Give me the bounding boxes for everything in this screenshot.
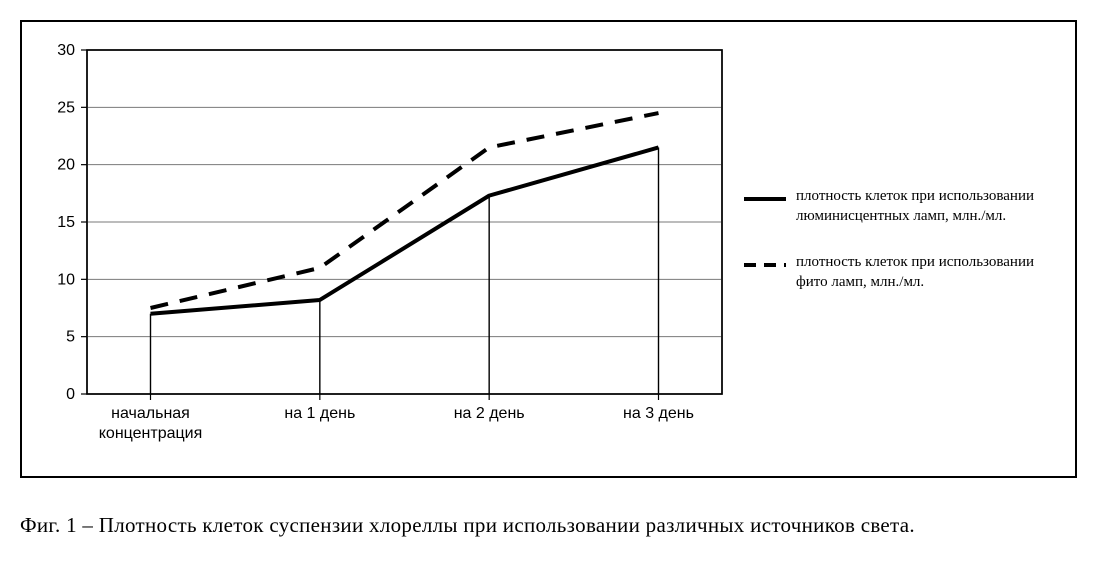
svg-text:начальная: начальная bbox=[111, 405, 190, 422]
svg-text:10: 10 bbox=[57, 271, 75, 288]
legend: плотность клеток при использовании люмин… bbox=[744, 176, 1034, 319]
legend-swatch bbox=[744, 195, 786, 203]
line-chart: 0 5 10 15 20 25 30 начальная концентрация на 1 де… bbox=[32, 32, 732, 462]
svg-text:концентрация: концентрация bbox=[99, 425, 203, 442]
svg-text:на 3 день: на 3 день bbox=[623, 405, 694, 422]
figure: 0 5 10 15 20 25 30 начальная концентрация на 1 де… bbox=[20, 20, 1077, 546]
legend-item: плотность клеток при использовании люмин… bbox=[744, 186, 1034, 227]
legend-label: плотность клеток при использовании фито … bbox=[796, 252, 1034, 293]
plot-area: 0 5 10 15 20 25 30 начальная концентрация на 1 де… bbox=[32, 32, 732, 462]
legend-swatch bbox=[744, 261, 786, 269]
svg-text:5: 5 bbox=[66, 329, 75, 346]
legend-label: плотность клеток при использовании люмин… bbox=[796, 186, 1034, 227]
chart-frame: 0 5 10 15 20 25 30 начальная концентрация на 1 де… bbox=[20, 20, 1077, 478]
svg-text:30: 30 bbox=[57, 42, 75, 59]
legend-item: плотность клеток при использовании фито … bbox=[744, 252, 1034, 293]
svg-text:на 2 день: на 2 день bbox=[454, 405, 525, 422]
figure-caption: Фиг. 1 – Плотность клеток суспензии хлор… bbox=[20, 504, 1077, 546]
svg-text:20: 20 bbox=[57, 157, 75, 174]
svg-text:0: 0 bbox=[66, 386, 75, 403]
svg-text:на 1 день: на 1 день bbox=[284, 405, 355, 422]
svg-text:25: 25 bbox=[57, 99, 75, 116]
svg-text:15: 15 bbox=[57, 214, 75, 231]
